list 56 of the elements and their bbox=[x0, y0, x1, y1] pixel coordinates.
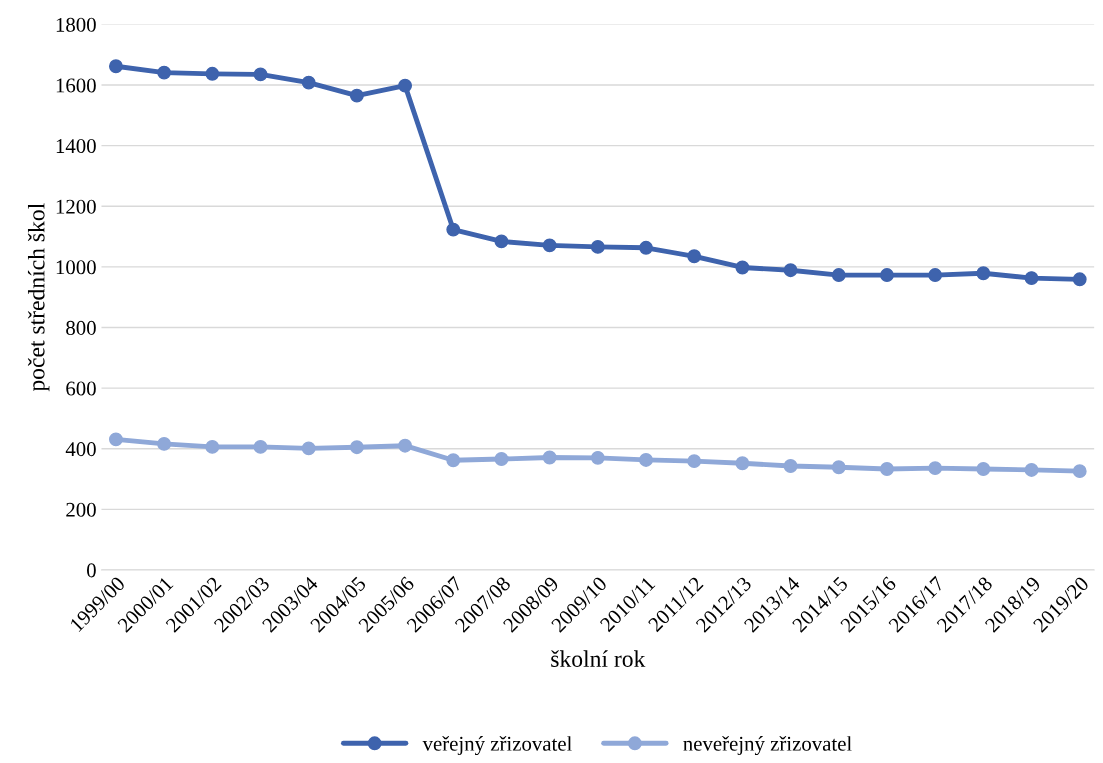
point bbox=[301, 441, 316, 456]
y-tick-label: 200 bbox=[66, 502, 96, 517]
point bbox=[157, 436, 172, 451]
point bbox=[542, 238, 557, 253]
point bbox=[494, 234, 509, 249]
y-tick-label: 1200 bbox=[56, 199, 96, 214]
point bbox=[639, 240, 653, 255]
point bbox=[687, 454, 702, 469]
point bbox=[157, 65, 172, 80]
point bbox=[590, 450, 605, 465]
point bbox=[398, 78, 413, 93]
point bbox=[783, 263, 798, 278]
point bbox=[735, 260, 750, 275]
point bbox=[108, 59, 123, 74]
point bbox=[1072, 272, 1087, 287]
point bbox=[976, 266, 991, 281]
legend-label: neveřejný zřizovatel bbox=[683, 736, 852, 756]
point bbox=[542, 450, 557, 465]
point bbox=[928, 461, 943, 476]
point bbox=[880, 268, 894, 283]
point bbox=[590, 239, 605, 254]
y-tick-label: 0 bbox=[86, 563, 96, 578]
point bbox=[687, 249, 702, 264]
y-axis-title: počet středních škol bbox=[27, 203, 50, 392]
y-tick-label: 1800 bbox=[56, 17, 96, 32]
point bbox=[253, 439, 268, 454]
point bbox=[735, 456, 750, 471]
point bbox=[1072, 464, 1087, 479]
y-tick-label: 1000 bbox=[56, 260, 96, 275]
point bbox=[205, 439, 220, 454]
point bbox=[398, 438, 413, 453]
point bbox=[253, 67, 268, 82]
point bbox=[831, 268, 846, 283]
x-axis-title: školní rok bbox=[551, 650, 646, 667]
point bbox=[205, 66, 220, 81]
point bbox=[880, 462, 894, 476]
point bbox=[301, 75, 316, 90]
point bbox=[639, 452, 653, 467]
point bbox=[783, 459, 798, 473]
point bbox=[349, 440, 364, 455]
legend-label: veřejný zřizovatel bbox=[422, 736, 572, 756]
point bbox=[976, 462, 991, 476]
point bbox=[446, 453, 461, 468]
point bbox=[831, 460, 846, 475]
y-tick-label: 1400 bbox=[56, 139, 96, 154]
y-tick-label: 600 bbox=[66, 381, 96, 396]
point bbox=[1024, 462, 1039, 477]
point bbox=[494, 452, 509, 466]
y-tick-label: 800 bbox=[66, 320, 96, 335]
y-tick-label: 400 bbox=[65, 442, 96, 457]
point bbox=[1024, 271, 1039, 286]
point bbox=[349, 88, 364, 103]
y-tick-label: 1600 bbox=[56, 78, 96, 93]
point bbox=[928, 268, 943, 283]
point bbox=[446, 222, 461, 237]
point bbox=[108, 432, 123, 447]
